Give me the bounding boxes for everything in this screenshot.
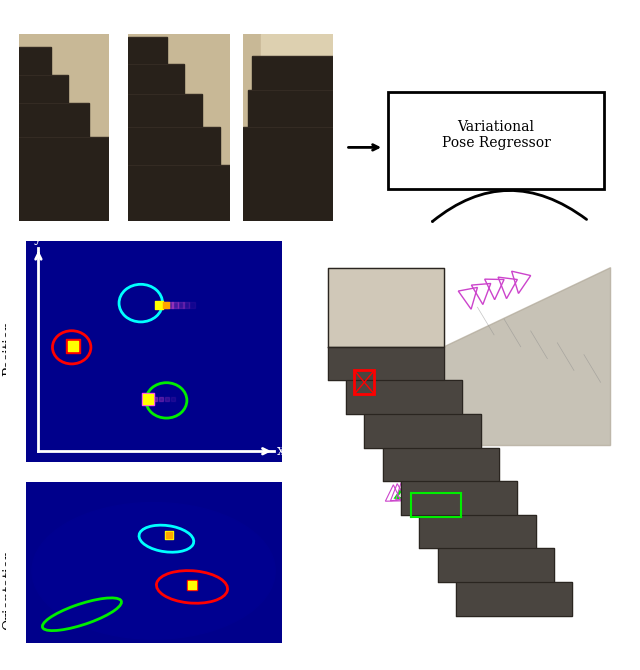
Point bbox=[143, 394, 154, 405]
Point bbox=[186, 300, 196, 311]
Bar bbox=[19, 47, 51, 75]
Point bbox=[156, 394, 166, 405]
Point bbox=[143, 394, 154, 405]
Point bbox=[154, 300, 164, 311]
FancyBboxPatch shape bbox=[0, 232, 640, 670]
Text: y: y bbox=[35, 230, 42, 245]
Point bbox=[168, 394, 178, 405]
Point bbox=[175, 300, 186, 311]
Bar bbox=[248, 90, 333, 127]
Point bbox=[68, 341, 78, 352]
Point bbox=[164, 300, 175, 311]
Point bbox=[170, 300, 180, 311]
Text: Position: Position bbox=[3, 320, 17, 377]
Point bbox=[150, 394, 160, 405]
Text: (b) Pose posterior: (b) Pose posterior bbox=[84, 649, 210, 663]
FancyBboxPatch shape bbox=[388, 92, 604, 189]
Text: x: x bbox=[276, 444, 284, 458]
Bar bbox=[355, 371, 374, 394]
Polygon shape bbox=[456, 582, 572, 616]
Bar bbox=[19, 103, 89, 137]
Polygon shape bbox=[364, 414, 481, 448]
Point bbox=[161, 300, 172, 311]
Point bbox=[187, 580, 197, 591]
Polygon shape bbox=[346, 381, 463, 414]
Bar bbox=[128, 64, 184, 94]
Polygon shape bbox=[419, 515, 536, 548]
Bar bbox=[19, 75, 68, 103]
Point bbox=[164, 530, 174, 541]
Point bbox=[162, 394, 172, 405]
Polygon shape bbox=[444, 267, 611, 446]
Bar bbox=[252, 56, 333, 90]
Point bbox=[154, 300, 164, 311]
Bar bbox=[19, 137, 109, 221]
Bar bbox=[128, 94, 202, 127]
Polygon shape bbox=[328, 267, 444, 347]
Point bbox=[159, 300, 170, 311]
Bar bbox=[243, 127, 333, 221]
Text: Variational
Pose Regressor: Variational Pose Regressor bbox=[442, 120, 550, 151]
Polygon shape bbox=[328, 347, 444, 381]
Point bbox=[181, 300, 191, 311]
Point bbox=[164, 530, 174, 541]
Text: (a) Ambiguous images: (a) Ambiguous images bbox=[81, 241, 239, 255]
Bar bbox=[261, 34, 333, 221]
Polygon shape bbox=[383, 448, 499, 481]
Point bbox=[174, 394, 184, 405]
Bar bbox=[128, 165, 230, 221]
Polygon shape bbox=[401, 481, 517, 515]
Point bbox=[192, 300, 202, 311]
Point bbox=[143, 394, 154, 405]
Polygon shape bbox=[438, 548, 554, 582]
Point bbox=[187, 580, 197, 591]
Text: (c) Samples from pose posterior: (c) Samples from pose posterior bbox=[348, 649, 574, 663]
Bar bbox=[128, 38, 167, 64]
Ellipse shape bbox=[32, 502, 275, 639]
Text: Orientation: Orientation bbox=[3, 549, 17, 630]
Point bbox=[68, 341, 78, 352]
Bar bbox=[128, 127, 220, 165]
